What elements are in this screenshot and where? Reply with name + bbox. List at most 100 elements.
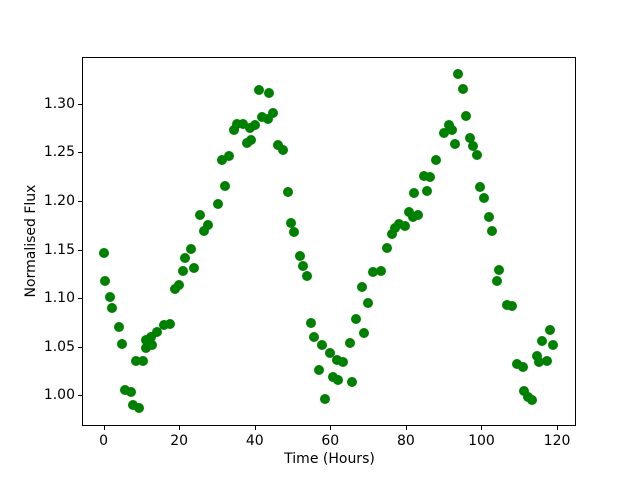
data-point — [526, 395, 537, 406]
data-point — [98, 248, 109, 259]
y-tick-label: 1.00 — [43, 387, 75, 404]
y-tick-label: 1.15 — [43, 241, 75, 258]
data-point — [479, 192, 490, 203]
data-point — [537, 335, 548, 346]
data-point — [158, 320, 169, 331]
data-point — [286, 218, 297, 229]
data-point — [534, 357, 545, 368]
data-point — [547, 339, 558, 350]
data-point — [324, 347, 335, 358]
data-point — [519, 386, 530, 397]
data-point — [400, 221, 411, 232]
data-point — [272, 140, 283, 151]
data-point — [297, 261, 308, 272]
data-point — [140, 334, 151, 345]
data-point — [267, 108, 278, 119]
y-tick-mark — [78, 249, 82, 251]
data-point — [492, 275, 503, 286]
data-point — [394, 219, 405, 230]
data-point — [306, 318, 317, 329]
data-point — [317, 339, 327, 350]
data-point — [320, 394, 331, 405]
data-point — [431, 155, 442, 166]
data-point — [450, 138, 461, 149]
data-point — [541, 356, 552, 367]
data-point — [256, 112, 267, 123]
data-point — [532, 351, 543, 362]
data-point — [487, 226, 498, 237]
x-tick-label: 80 — [396, 433, 415, 449]
data-point — [137, 356, 148, 367]
data-point — [151, 327, 162, 338]
data-point — [177, 265, 188, 276]
data-point — [418, 170, 429, 181]
x-tick-mark — [330, 426, 332, 430]
x-tick-label: 120 — [543, 433, 571, 449]
data-point — [106, 302, 117, 313]
data-point — [170, 284, 181, 295]
data-point — [189, 262, 200, 273]
data-point — [387, 228, 398, 239]
y-tick-mark — [78, 152, 82, 154]
data-point — [363, 297, 374, 308]
data-point — [278, 145, 289, 156]
data-point — [382, 242, 392, 253]
data-point — [146, 332, 157, 343]
data-point — [174, 279, 185, 290]
x-tick-label: 20 — [170, 433, 189, 449]
data-point — [231, 119, 242, 130]
x-tick-label: 100 — [468, 433, 495, 449]
data-point — [113, 322, 124, 333]
y-tick-label: 1.25 — [43, 144, 75, 161]
data-point — [313, 365, 324, 376]
data-point — [217, 155, 228, 166]
data-point — [264, 87, 275, 98]
data-point — [119, 384, 130, 395]
y-tick-mark — [78, 346, 82, 348]
data-point — [288, 227, 299, 238]
data-point — [545, 325, 556, 336]
x-axis-label: Time (Hours) — [284, 451, 375, 467]
data-point — [282, 187, 293, 198]
data-point — [358, 328, 369, 339]
data-point — [460, 111, 471, 122]
data-point — [506, 300, 517, 311]
data-point — [413, 209, 424, 220]
data-point — [389, 223, 400, 234]
plot-area: 0 20 40 60 80 100 120 1.00 1.05 1.10 1.15 1.20 1.25 1… — [44, 57, 576, 449]
data-point — [439, 127, 450, 138]
data-point — [471, 150, 482, 161]
x-tick-label: 60 — [321, 433, 340, 449]
data-point — [338, 357, 349, 368]
y-tick-mark — [78, 395, 82, 397]
data-point — [347, 376, 358, 387]
data-point — [518, 362, 529, 373]
data-point — [407, 212, 418, 223]
data-point — [212, 198, 223, 209]
x-tick-label: 40 — [245, 433, 264, 449]
data-point — [309, 332, 320, 343]
data-point — [141, 342, 152, 353]
data-point — [195, 209, 206, 220]
data-point — [105, 292, 116, 303]
data-point — [199, 226, 210, 237]
y-tick-mark — [78, 298, 82, 300]
data-point — [357, 282, 368, 293]
data-point — [403, 206, 414, 217]
y-tick-label: 1.30 — [43, 95, 75, 112]
data-point — [146, 339, 157, 350]
data-point — [127, 400, 138, 411]
x-tick-mark — [557, 426, 559, 430]
x-tick-mark — [254, 426, 256, 430]
data-point — [126, 387, 137, 398]
data-point — [133, 402, 144, 413]
data-point — [465, 132, 476, 143]
data-point — [475, 182, 486, 193]
data-point — [425, 171, 436, 182]
data-point — [219, 181, 230, 192]
data-point — [202, 220, 213, 231]
data-point — [350, 313, 361, 324]
data-point — [368, 266, 379, 277]
data-point — [117, 338, 128, 349]
